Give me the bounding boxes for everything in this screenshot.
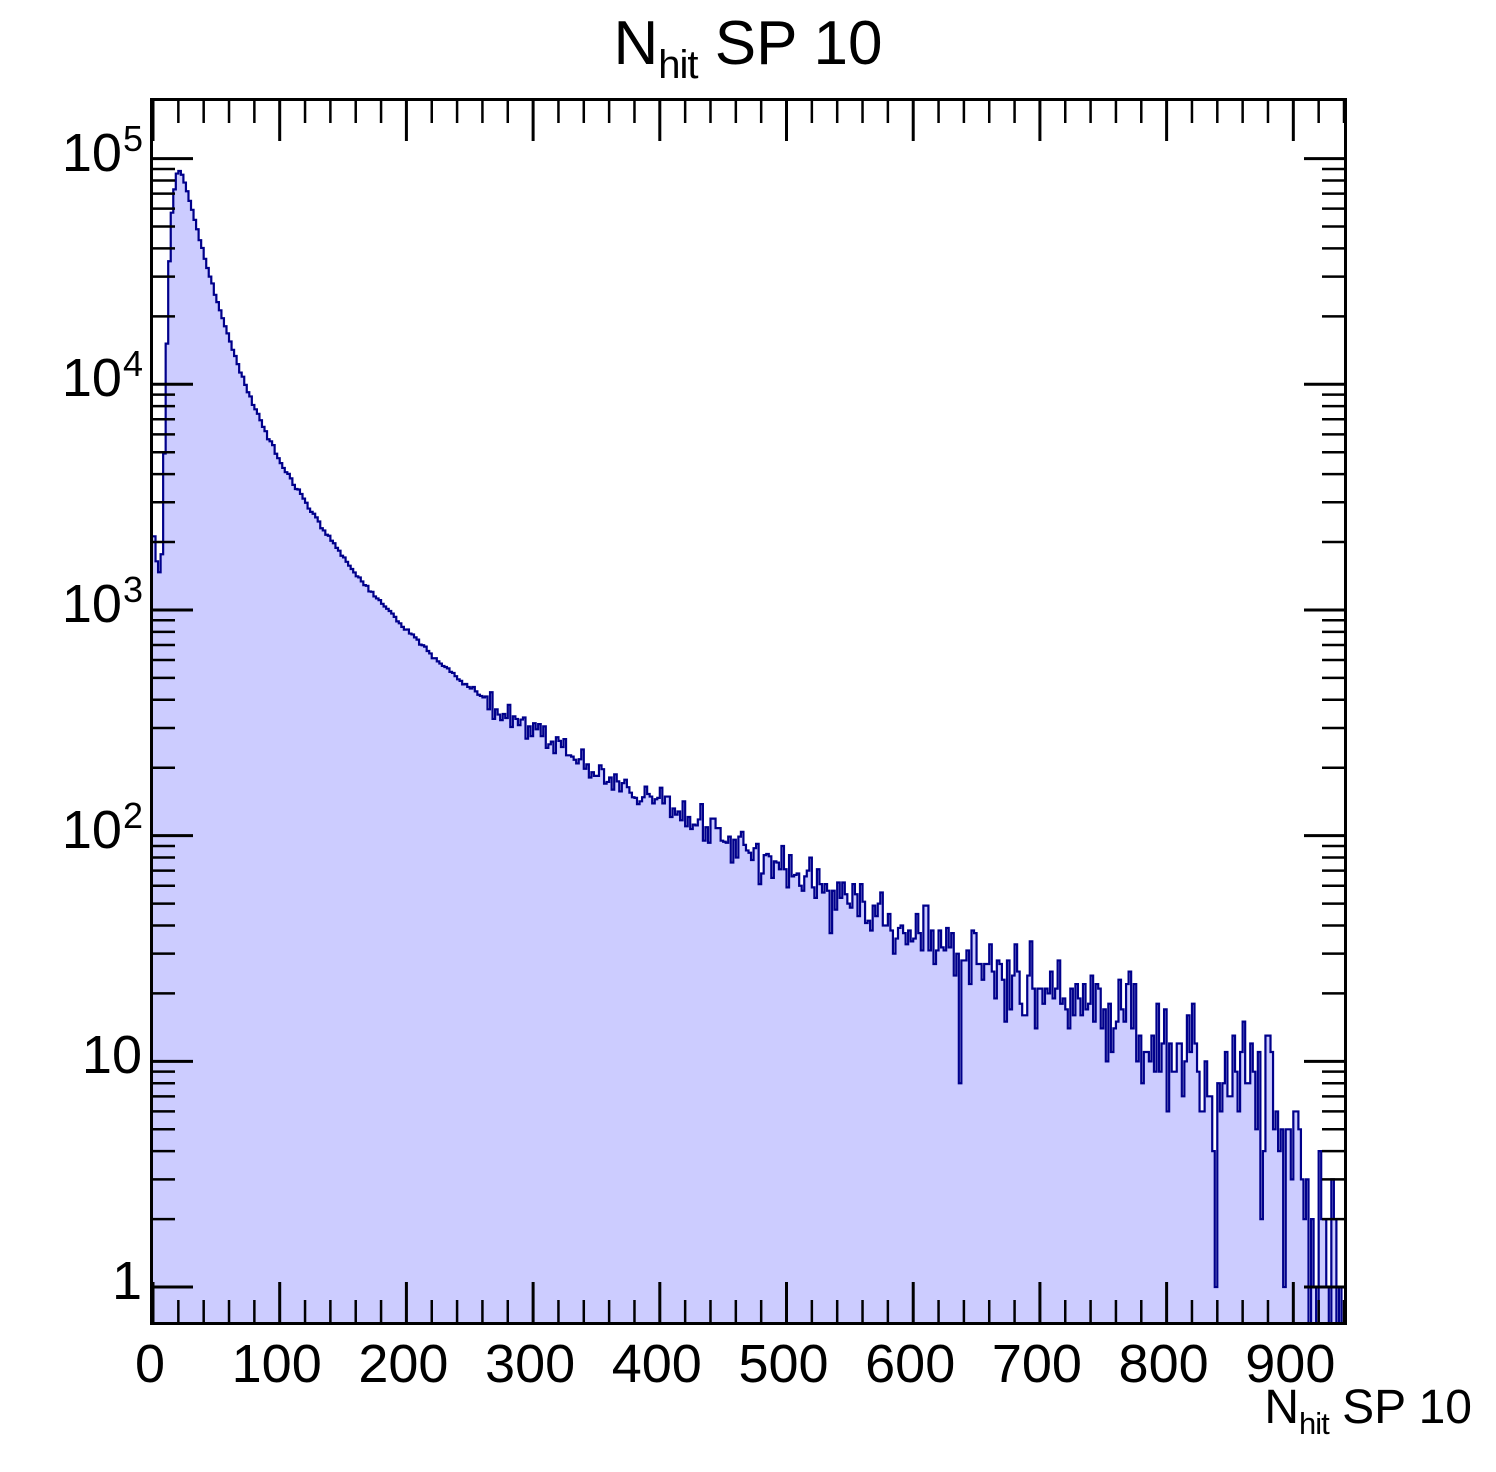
x-axis-title-subscript: hit [1299, 1406, 1330, 1441]
histogram-outline [153, 169, 1343, 1322]
y-tick-label: 105 [0, 118, 143, 186]
x-tick-label: 800 [1118, 1334, 1209, 1394]
x-axis-title-main-first: N [1264, 1381, 1300, 1434]
y-tick-label: 103 [0, 569, 143, 637]
x-axis-title-main-second: SP 10 [1328, 1381, 1472, 1434]
x-tick-label: 300 [485, 1334, 576, 1394]
x-tick-label: 100 [231, 1334, 322, 1394]
y-tick-label: 102 [0, 795, 143, 863]
y-tick-label: 10 [0, 1028, 142, 1082]
plot-frame [150, 98, 1347, 1325]
x-axis-title: Nhit SP 10 [1264, 1380, 1472, 1441]
y-tick-mantissa: 10 [61, 122, 122, 183]
y-tick-mantissa: 10 [61, 573, 122, 634]
title-subscript: hit [658, 43, 698, 87]
x-tick-label: 700 [991, 1334, 1082, 1394]
x-tick-label: 200 [358, 1334, 449, 1394]
x-tick-label: 0 [134, 1334, 166, 1394]
title-main-second: SP 10 [697, 9, 883, 78]
y-tick-mantissa: 10 [81, 1025, 142, 1086]
x-tick-label: 600 [865, 1334, 956, 1394]
title-main-first: N [613, 9, 659, 78]
y-tick-mantissa: 10 [61, 348, 122, 409]
y-tick-mantissa: 10 [61, 799, 122, 860]
y-tick-exponent: 4 [122, 343, 143, 385]
x-tick-label: 400 [611, 1334, 702, 1394]
histogram-fill [153, 170, 1342, 1322]
x-tick-label: 900 [1245, 1334, 1336, 1394]
page-title: Nhit SP 10 [0, 8, 1496, 87]
y-tick-label: 1 [0, 1254, 142, 1308]
y-tick-exponent: 5 [122, 117, 143, 159]
y-tick-exponent: 3 [122, 568, 143, 610]
histogram-series [153, 169, 1343, 1322]
x-tick-label: 500 [738, 1334, 829, 1394]
y-tick-exponent: 2 [122, 794, 143, 836]
y-tick-mantissa: 1 [111, 1251, 142, 1312]
y-tick-label: 104 [0, 343, 143, 411]
